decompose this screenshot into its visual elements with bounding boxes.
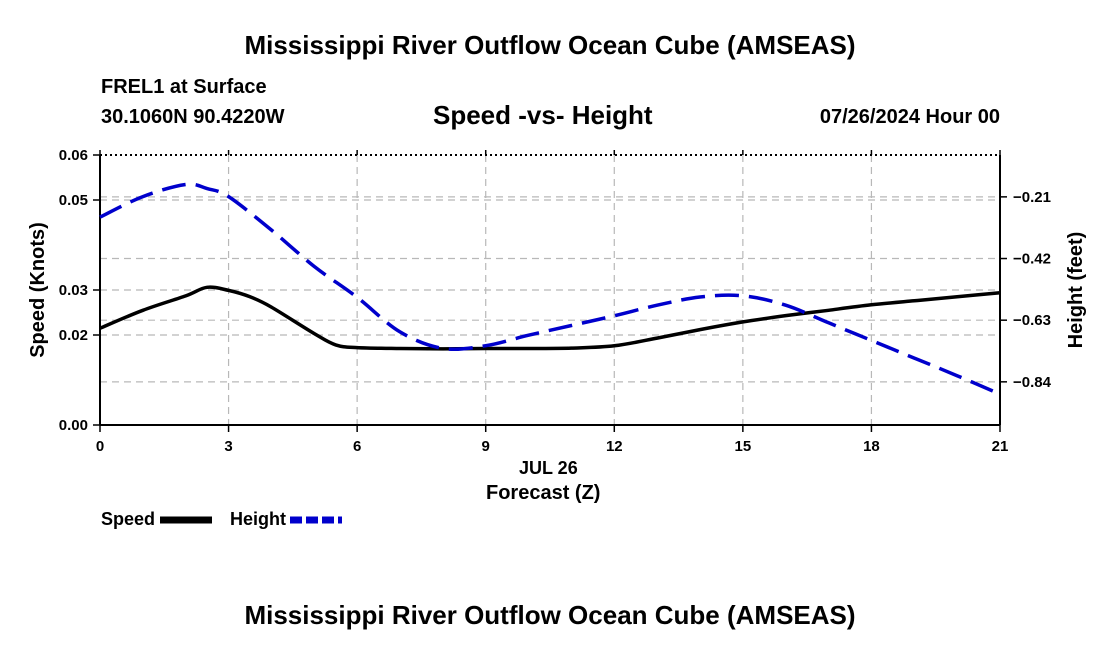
page-title: Mississippi River Outflow Ocean Cube (AM… (244, 30, 856, 60)
y2-tick-label: −0.42 (1013, 251, 1051, 268)
legend-height-label: Height (230, 509, 286, 529)
date-label: 07/26/2024 Hour 00 (819, 106, 1000, 128)
x-axis-label: Forecast (Z) (486, 482, 601, 504)
y2-tick-label: −0.21 (1013, 189, 1051, 206)
y-tick-label: 0.03 (59, 282, 88, 299)
chart-title: Speed -vs- Height (433, 100, 653, 130)
footer-title: Mississippi River Outflow Ocean Cube (AM… (244, 600, 856, 630)
y2-tick-label: −0.63 (1013, 312, 1051, 329)
x-tick-label: 15 (735, 438, 752, 455)
x-sublabel: JUL 26 (519, 458, 578, 478)
y-tick-label: 0.05 (59, 192, 88, 209)
y2-tick-label: −0.84 (1013, 374, 1052, 391)
coordinates-label: 30.1060N 90.4220W (101, 106, 285, 128)
y-tick-label: 0.00 (59, 417, 88, 434)
x-tick-label: 9 (482, 438, 490, 455)
y-tick-label: 0.06 (59, 147, 88, 164)
legend-speed-label: Speed (101, 509, 156, 529)
x-tick-label: 0 (96, 438, 104, 455)
series-line-speed (99, 285, 1001, 351)
x-tick-label: 18 (863, 438, 880, 455)
station-label: FREL1 at Surface (101, 76, 267, 98)
y2-axis-label: Height (feet) (1065, 232, 1087, 349)
x-tick-label: 21 (992, 438, 1009, 455)
x-tick-label: 6 (353, 438, 361, 455)
y-axis-label: Speed (Knots) (27, 222, 49, 358)
x-tick-label: 12 (606, 438, 623, 455)
series-line-height (99, 182, 1001, 396)
x-tick-label: 3 (224, 438, 232, 455)
y-tick-label: 0.02 (59, 327, 88, 344)
